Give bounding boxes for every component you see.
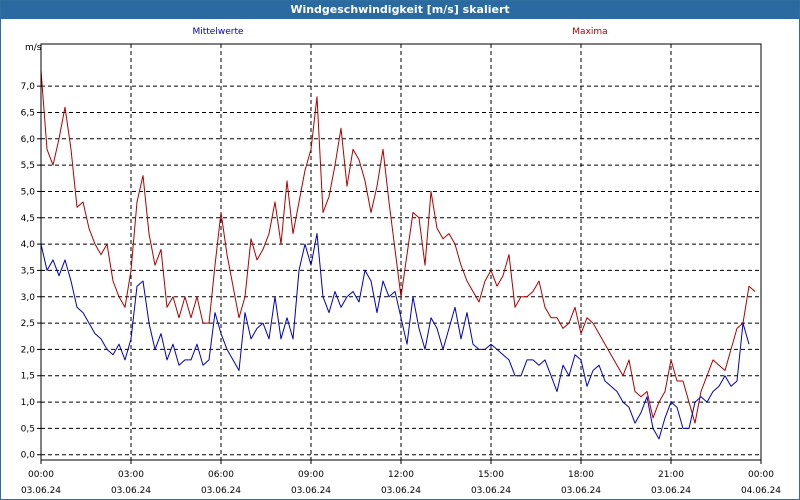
x-tick-date-label: 03.06.24 xyxy=(21,486,61,496)
series-line-maxima xyxy=(40,70,756,424)
y-tick-label: 1,5 xyxy=(21,372,35,382)
x-tick-date-label: 03.06.24 xyxy=(291,486,331,496)
x-tick-date-label: 03.06.24 xyxy=(561,486,601,496)
y-tick-label: 5,5 xyxy=(21,161,35,171)
y-tick-label: 0,0 xyxy=(21,451,36,461)
y-tick-label: 4,0 xyxy=(21,240,36,250)
x-tick-date-label: 03.06.24 xyxy=(381,486,421,496)
y-tick-label: 3,0 xyxy=(21,293,36,303)
y-tick-label: 5,0 xyxy=(21,187,36,197)
y-axis-ticks: 0,0 0,5 1,0 1,5 2,0 2,5 3,0 3,5 4,0 4,5 5,0 5,5 6,0 6… xyxy=(21,82,41,461)
y-tick-label: 3,5 xyxy=(21,266,35,276)
grid xyxy=(41,44,761,460)
y-tick-label: 7,0 xyxy=(21,82,36,92)
x-tick-time-label: 03:00 xyxy=(118,470,144,480)
x-axis-ticks: 00:00 03.06.24 03:00 03.06.24 06:00 03.06.24 0… xyxy=(21,460,781,496)
y-tick-label: 4,5 xyxy=(21,214,35,224)
x-tick-time-label: 00:00 xyxy=(748,470,774,480)
x-tick-time-label: 00:00 xyxy=(28,470,54,480)
x-tick-time-label: 12:00 xyxy=(388,470,414,480)
series-lines xyxy=(40,70,756,440)
x-tick-date-label: 03.06.24 xyxy=(111,486,151,496)
y-tick-label: 2,0 xyxy=(21,345,36,355)
x-tick-time-label: 09:00 xyxy=(298,470,324,480)
legend-mittelwerte: Mittelwerte xyxy=(192,27,243,37)
y-tick-label: 6,0 xyxy=(21,135,36,145)
x-tick-date-label: 03.06.24 xyxy=(651,486,691,496)
window-title: Windgeschwindigkeit [m/s] skaliert xyxy=(1,1,799,19)
x-tick-time-label: 15:00 xyxy=(478,470,504,480)
y-tick-label: 1,0 xyxy=(21,398,36,408)
x-tick-date-label: 03.06.24 xyxy=(471,486,511,496)
wind-speed-chart: Mittelwerte Maxima m/s 0,0 0,5 1,0 1,5 2,0 2,… xyxy=(21,27,782,496)
y-tick-label: 6,5 xyxy=(21,108,35,118)
y-axis-unit-label: m/s xyxy=(25,43,42,53)
x-tick-date-label: 04.06.24 xyxy=(741,486,781,496)
legend-maxima: Maxima xyxy=(572,27,607,37)
plot-border xyxy=(40,43,762,461)
x-tick-time-label: 21:00 xyxy=(658,470,684,480)
x-tick-time-label: 06:00 xyxy=(208,470,234,480)
y-tick-label: 0,5 xyxy=(21,424,35,434)
x-tick-time-label: 18:00 xyxy=(568,470,594,480)
x-tick-date-label: 03.06.24 xyxy=(201,486,241,496)
y-tick-label: 2,5 xyxy=(21,319,35,329)
series-line-mittelwerte xyxy=(40,233,750,440)
